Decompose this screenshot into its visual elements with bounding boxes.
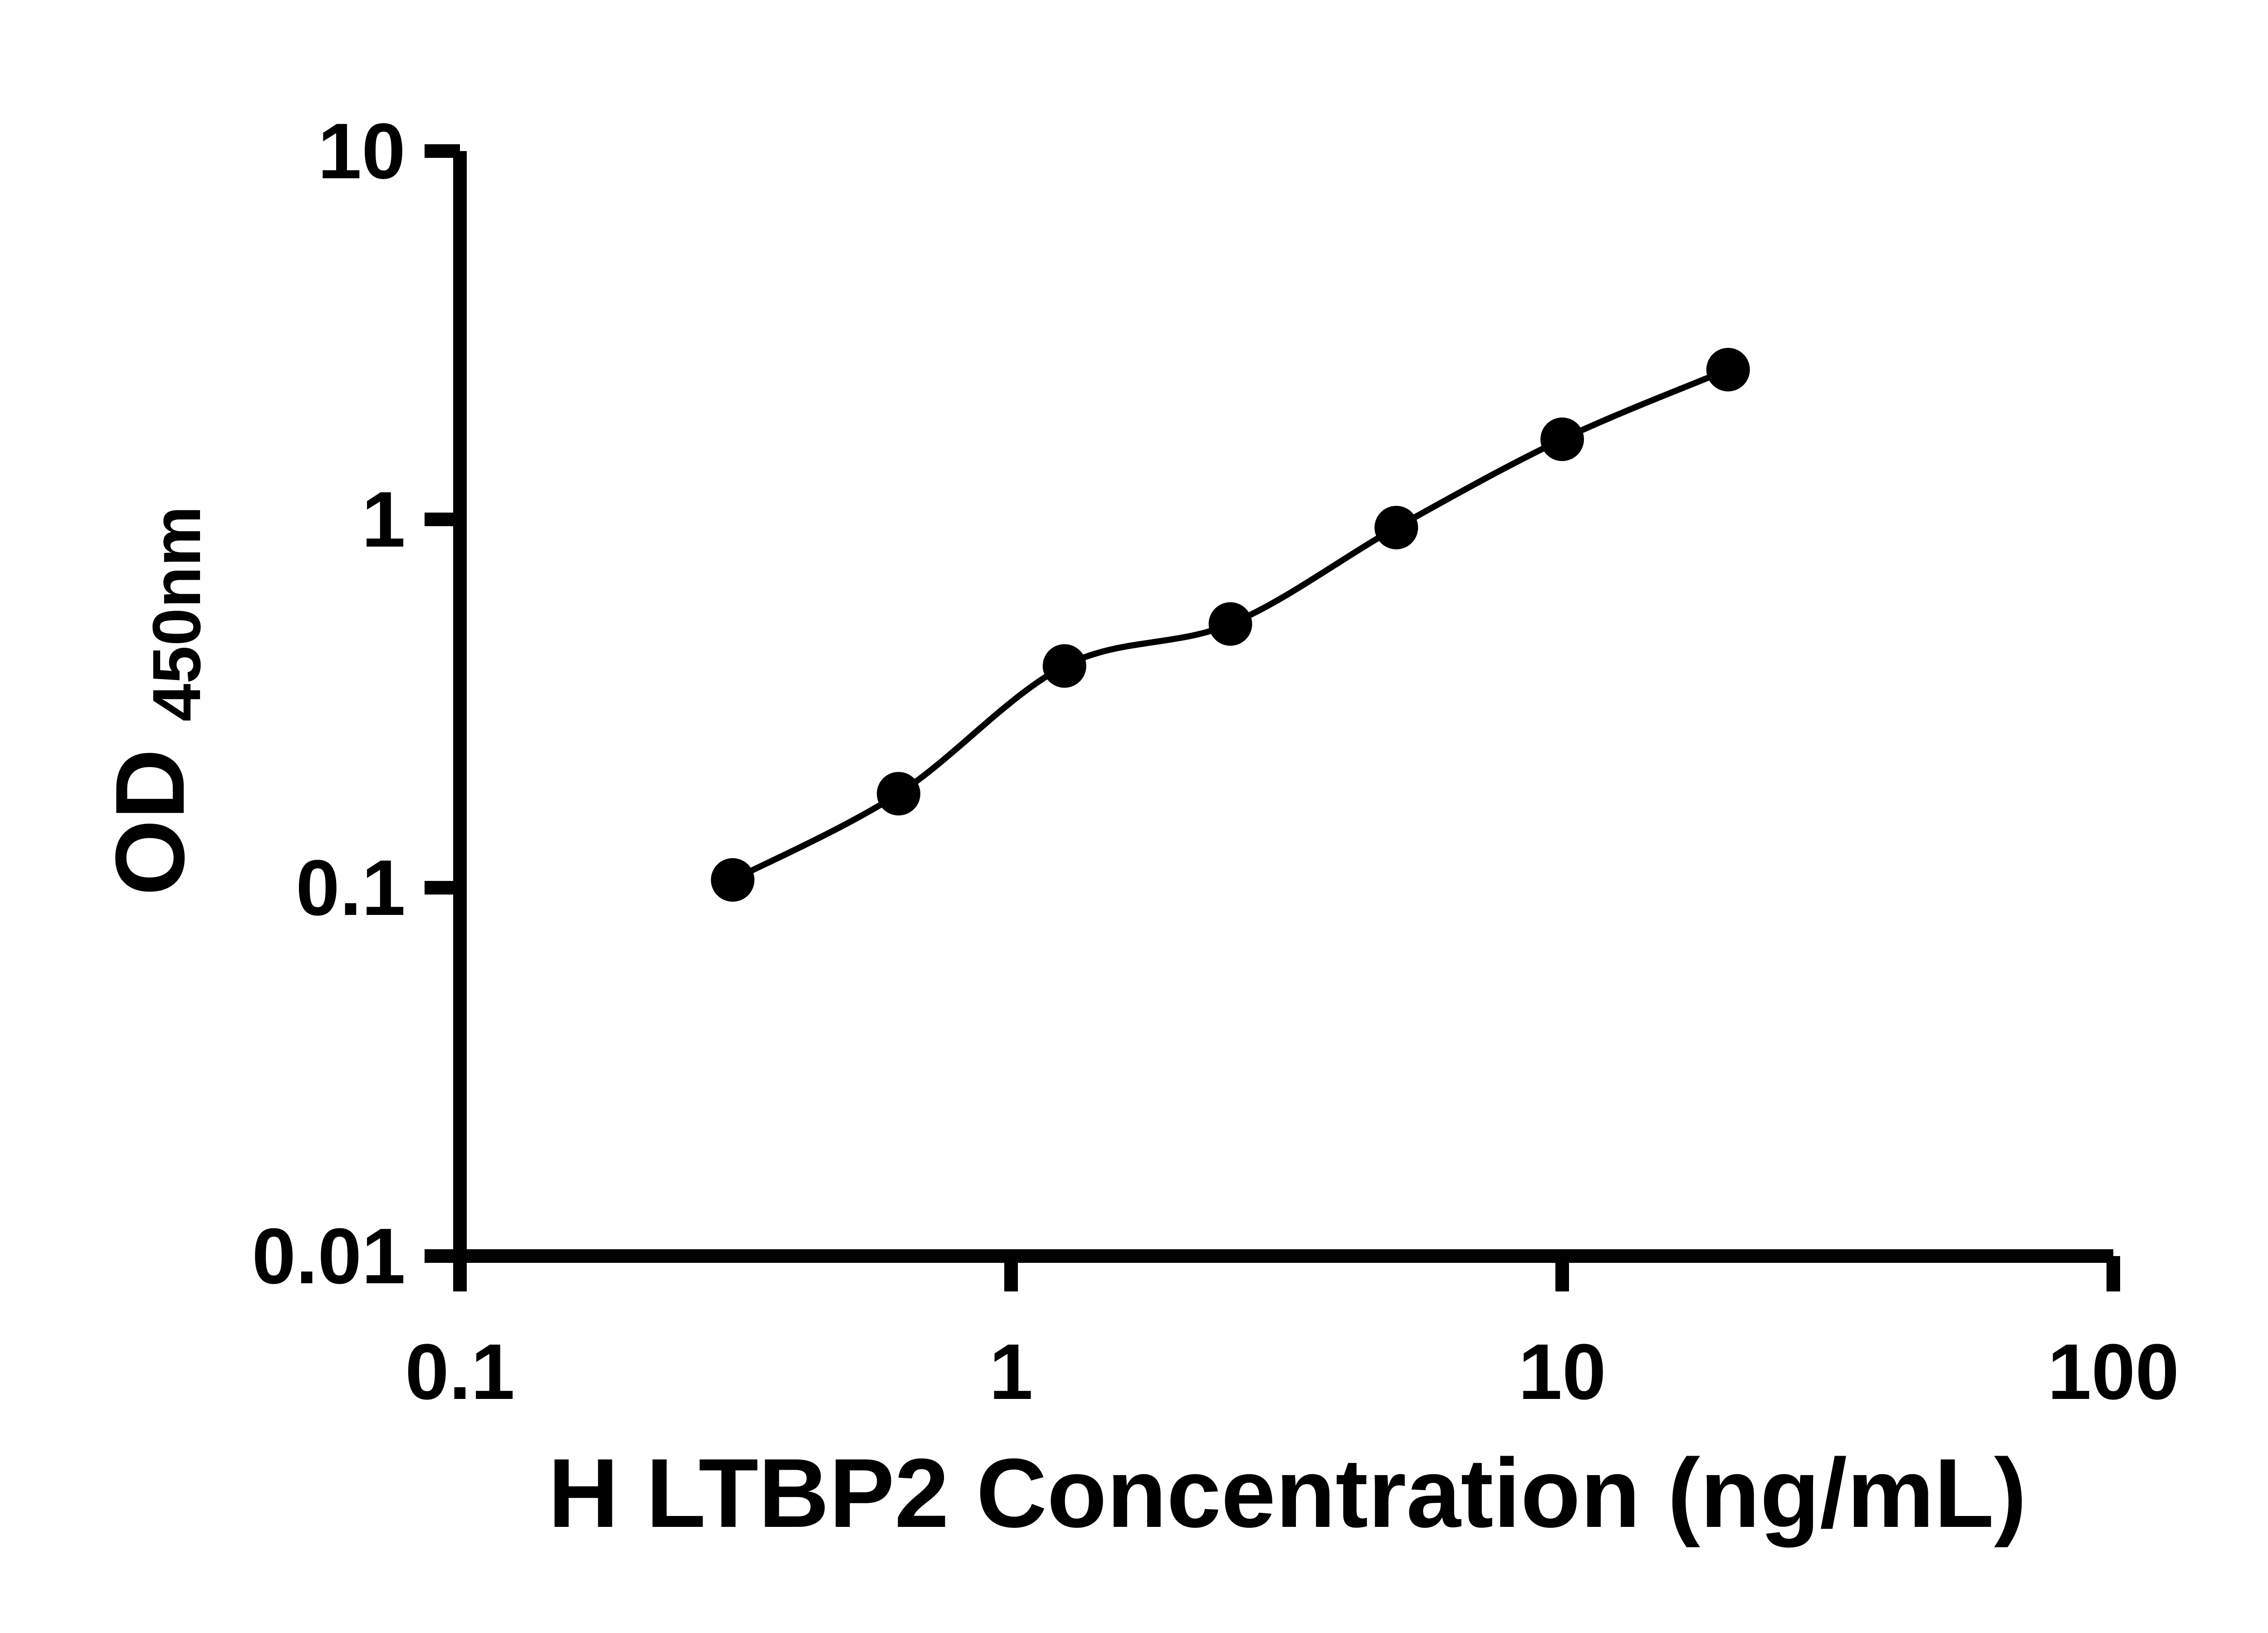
x-tick-label: 0.1	[405, 1327, 515, 1416]
data-point	[1208, 602, 1252, 646]
y-tick-label: 1	[362, 475, 406, 563]
y-tick-label: 0.01	[252, 1212, 406, 1300]
data-point	[711, 858, 755, 902]
data-point	[1042, 644, 1086, 688]
data-point	[1540, 417, 1584, 461]
data-point	[1374, 506, 1418, 550]
data-point	[1706, 347, 1750, 391]
data-point	[876, 772, 920, 816]
x-tick-label: 100	[2048, 1327, 2179, 1416]
y-tick-label: 0.1	[296, 843, 406, 932]
y-tick-label: 10	[318, 107, 406, 195]
y-axis-title: OD 450nm	[95, 506, 215, 895]
axis-spine	[453, 151, 2113, 1263]
y-axis-title-subscript: 450nm	[138, 506, 215, 721]
y-axis-title-main: OD	[95, 749, 205, 896]
x-tick-label: 10	[1518, 1327, 1606, 1416]
x-tick-label: 1	[989, 1327, 1033, 1416]
plot-area: 0.1 1 10 100 0.01 0.1 1 10	[252, 107, 2179, 1416]
x-axis-title: H LTBP2 Concentration (ng/mL)	[548, 1438, 2027, 1548]
